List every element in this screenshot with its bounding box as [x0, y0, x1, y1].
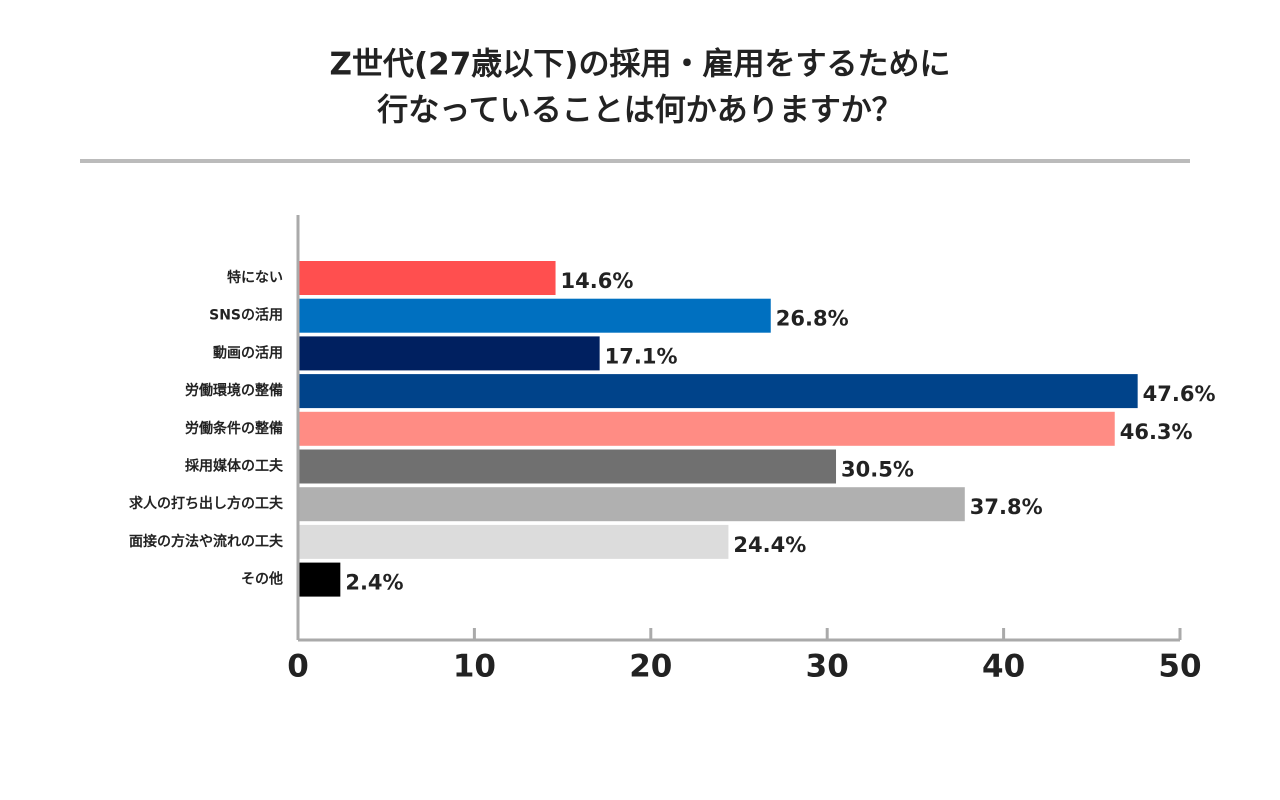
chart-title: Z世代(27歳以下)の採用・雇用をするために — [330, 47, 951, 83]
x-tick-label: 50 — [1158, 649, 1201, 685]
value-label: 30.5% — [841, 458, 914, 482]
bar — [298, 411, 1115, 446]
value-label: 14.6% — [561, 269, 634, 293]
bar — [298, 524, 729, 559]
x-tick-label: 10 — [453, 649, 496, 685]
bar — [298, 374, 1138, 409]
value-label: 47.6% — [1143, 382, 1216, 406]
y-tick-label: 求人の打ち出し方の工夫 — [129, 495, 284, 512]
chart-title: 行なっていることは何かありますか？ — [376, 93, 902, 129]
x-tick-label: 30 — [806, 649, 849, 685]
bar — [298, 298, 771, 333]
y-tick-label: 特にない — [227, 269, 283, 286]
x-tick-label: 0 — [287, 649, 309, 685]
value-label: 46.3% — [1120, 420, 1193, 444]
bar — [298, 336, 600, 371]
x-tick-label: 40 — [982, 649, 1025, 685]
y-tick-label: 採用媒体の工夫 — [185, 458, 284, 475]
y-tick-label: SNSの活用 — [209, 307, 283, 324]
value-label: 24.4% — [733, 533, 806, 557]
y-tick-label: 労働条件の整備 — [185, 420, 283, 437]
value-label: 2.4% — [345, 571, 403, 595]
x-tick-label: 20 — [629, 649, 672, 685]
value-label: 17.1% — [605, 344, 678, 368]
bar — [298, 487, 965, 522]
y-tick-label: 労働環境の整備 — [185, 382, 283, 399]
value-label: 26.8% — [776, 307, 849, 331]
y-tick-label: 面接の方法や流れの工夫 — [129, 533, 284, 550]
value-label: 37.8% — [970, 495, 1043, 519]
y-tick-label: その他 — [241, 571, 283, 588]
y-tick-label: 動画の活用 — [213, 344, 283, 361]
bar — [298, 449, 837, 484]
bar — [298, 562, 341, 597]
bar — [298, 261, 556, 295]
